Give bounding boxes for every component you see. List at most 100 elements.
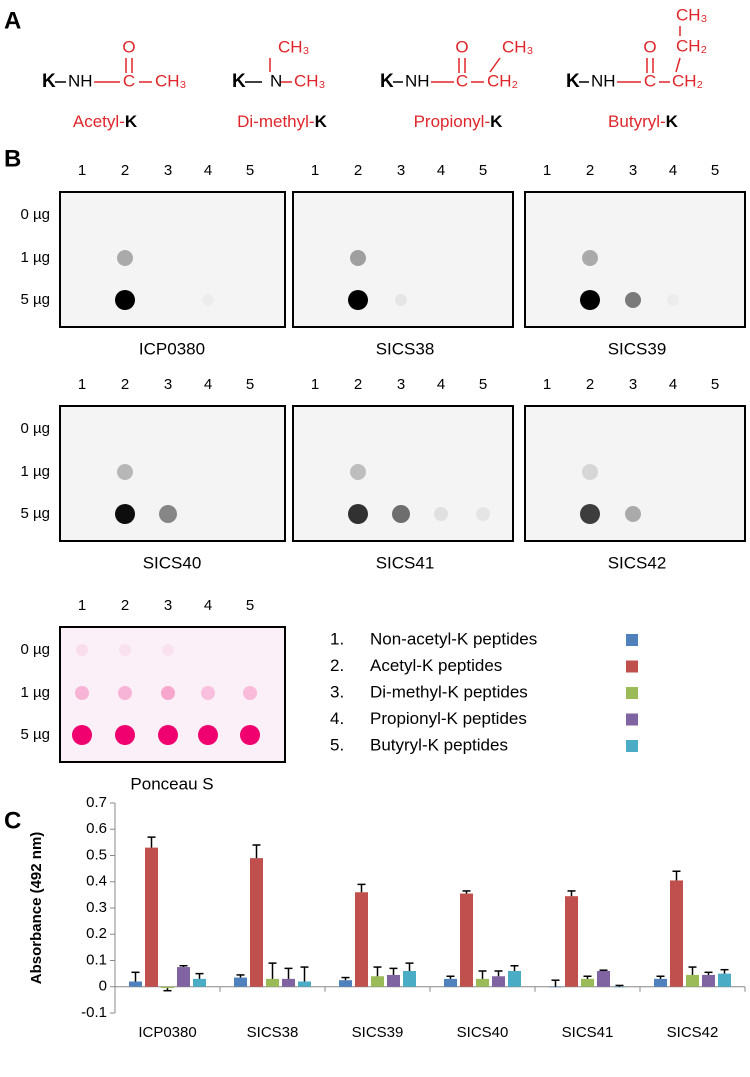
legend-number: 3. — [330, 682, 344, 701]
name-k: K — [315, 112, 328, 131]
lane-number: 3 — [397, 162, 405, 179]
atom: NH — [591, 71, 616, 90]
error-bar — [720, 968, 729, 974]
name-part: Acetyl- — [73, 112, 125, 131]
lane-number: 5 — [711, 162, 719, 179]
dot — [158, 725, 178, 745]
atom: NH — [68, 71, 93, 90]
y-tick-label: 0.2 — [86, 925, 107, 942]
name-part: Butyryl- — [608, 112, 666, 131]
legend-swatch — [626, 660, 638, 673]
atom: O — [122, 37, 135, 56]
lane-number: 4 — [437, 376, 445, 393]
bar — [492, 976, 505, 987]
bar — [702, 974, 715, 987]
bar — [387, 974, 400, 987]
bar — [670, 880, 683, 987]
dot — [115, 725, 135, 745]
lane-number: 2 — [354, 162, 362, 179]
bar — [565, 896, 578, 987]
error-bar — [236, 974, 245, 978]
lane-number: 5 — [246, 162, 254, 179]
atom: C — [644, 71, 656, 90]
bar — [476, 978, 489, 987]
error-bar — [656, 975, 665, 979]
dot — [117, 464, 133, 480]
dot — [667, 294, 679, 306]
error-bar — [284, 967, 293, 979]
dot — [580, 290, 600, 310]
error-bar — [551, 979, 560, 987]
bar — [613, 986, 626, 988]
error-bar — [163, 988, 172, 992]
error-bar — [341, 976, 350, 981]
name-k: K — [125, 112, 138, 131]
structure-name: Butyryl-K — [608, 112, 679, 131]
atom: C — [456, 71, 468, 90]
error-bar — [672, 870, 681, 881]
error-bar — [252, 844, 261, 859]
lane-number: 1 — [311, 162, 319, 179]
dot — [392, 505, 410, 523]
dot — [159, 505, 177, 523]
atom: K — [42, 71, 56, 92]
blot-name: SICS41 — [376, 553, 435, 572]
error-bar — [268, 962, 277, 979]
lane-number: 4 — [669, 162, 677, 179]
legend-label: Propionyl-K peptides — [370, 709, 527, 728]
y-tick-label: 0.5 — [86, 846, 107, 863]
amount-label: 5 µg — [21, 726, 51, 743]
blot — [59, 191, 286, 328]
lane-number: 3 — [397, 376, 405, 393]
name-k: K — [666, 112, 679, 131]
lane-number: 4 — [437, 162, 445, 179]
error-bar — [446, 975, 455, 979]
dot — [625, 506, 641, 522]
error-bar — [494, 970, 503, 977]
legend-label: Non-acetyl-K peptides — [370, 629, 537, 648]
atom: O — [643, 37, 656, 56]
structure-name: Acetyl-K — [73, 112, 138, 131]
atom: CH₂ — [676, 36, 707, 55]
error-bar — [179, 965, 188, 968]
x-tick-label: SICS41 — [562, 1024, 614, 1041]
structure-name: Di-methyl-K — [237, 112, 327, 131]
atom: CH₂ — [672, 71, 703, 90]
lane-number: 1 — [543, 162, 551, 179]
dot — [198, 725, 218, 745]
blot-name: Ponceau S — [130, 774, 213, 793]
lane-number: 2 — [121, 162, 129, 179]
lane-number: 2 — [121, 376, 129, 393]
dot — [161, 686, 175, 700]
x-tick-label: ICP0380 — [138, 1024, 196, 1041]
y-tick-label: -0.1 — [81, 1004, 107, 1021]
atom: CH₃ — [278, 37, 309, 56]
bar — [718, 973, 731, 987]
atom: CH₂ — [487, 71, 518, 90]
lane-number: 3 — [629, 162, 637, 179]
lane-number: 3 — [629, 376, 637, 393]
lane-number: 2 — [121, 597, 129, 614]
atom: CH₃ — [294, 71, 325, 90]
legend-label: Butyryl-K peptides — [370, 735, 508, 754]
bar — [581, 978, 594, 987]
bar — [250, 858, 263, 987]
lane-number: 1 — [78, 376, 86, 393]
error-bar — [704, 971, 713, 975]
error-bar — [599, 969, 608, 971]
x-tick-label: SICS42 — [667, 1024, 719, 1041]
bonds — [55, 26, 681, 83]
lane-number: 5 — [246, 597, 254, 614]
bar — [193, 978, 206, 987]
panel-label: C — [4, 807, 21, 834]
legend-swatch — [626, 634, 638, 646]
blot — [524, 405, 746, 542]
dot — [201, 686, 215, 700]
blot-name: SICS39 — [608, 339, 667, 358]
legend-label: Acetyl-K peptides — [370, 656, 502, 675]
bar — [460, 893, 473, 987]
amount-label: 1 µg — [21, 684, 51, 701]
y-tick-label: 0.1 — [86, 951, 107, 968]
atom: CH₃ — [676, 5, 707, 24]
amount-label: 5 µg — [21, 291, 51, 308]
